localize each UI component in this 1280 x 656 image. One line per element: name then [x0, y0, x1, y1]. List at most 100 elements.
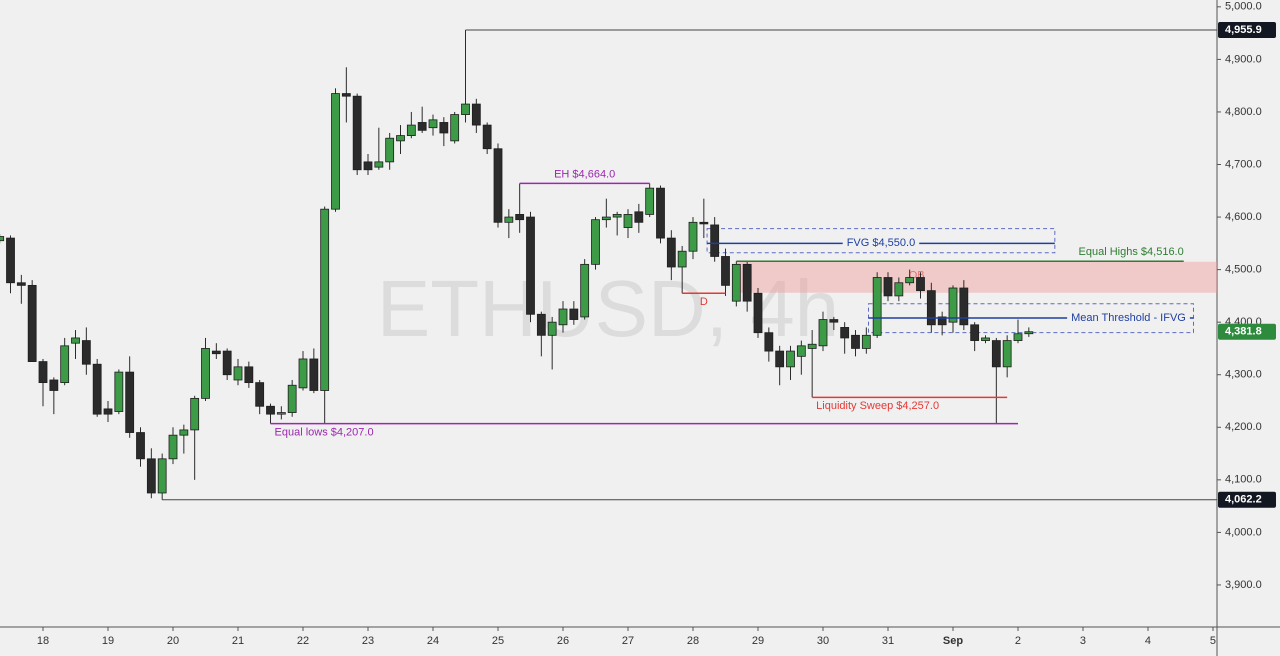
level-label: FVG $4,550.0	[847, 237, 916, 249]
candle-body	[688, 221, 698, 252]
candle-body	[764, 332, 774, 352]
candle-body	[81, 340, 91, 365]
price-badge-label: 4,955.9	[1225, 24, 1262, 36]
candle-body	[190, 397, 200, 431]
x-tick-label: 18	[37, 635, 49, 647]
candle-body	[775, 350, 785, 368]
candle-body	[341, 93, 351, 97]
candle-body	[591, 219, 600, 265]
y-tick-label: 5,000.0	[1225, 1, 1262, 13]
level-label: Mean Threshold - IFVG	[1071, 312, 1186, 324]
candle-body	[840, 327, 850, 339]
candle-body	[504, 216, 514, 223]
y-tick-label: 4,700.0	[1225, 158, 1262, 170]
candle-body	[266, 405, 275, 415]
candle-body	[883, 277, 893, 297]
candle-body	[38, 361, 48, 384]
candle-body	[439, 122, 449, 134]
y-tick-label: 4,900.0	[1225, 53, 1262, 65]
candle-body	[406, 124, 416, 136]
x-tick-label: 19	[102, 635, 114, 647]
level-label: Liquidity Sweep $4,257.0	[816, 400, 939, 412]
candle-body	[471, 103, 481, 126]
candle-body	[298, 358, 308, 389]
x-tick-label: 31	[882, 635, 894, 647]
candle-body	[569, 308, 579, 320]
candle-body	[731, 263, 741, 302]
candle-body	[796, 345, 806, 357]
price-badge	[1218, 22, 1276, 39]
candle-body	[16, 282, 26, 286]
candle-body	[807, 343, 817, 349]
x-tick-label: Sep	[943, 635, 963, 647]
candle-body	[27, 284, 37, 362]
candle-body	[146, 458, 156, 494]
candle-body	[363, 161, 373, 171]
candle-body	[71, 337, 80, 344]
zone	[736, 261, 1217, 293]
candle-body	[829, 319, 839, 323]
x-tick-label: 23	[362, 635, 374, 647]
level-label: D	[700, 296, 708, 308]
candle-body	[959, 287, 969, 326]
candle-body	[1002, 340, 1012, 368]
candle-body	[818, 319, 828, 347]
candle-body	[103, 408, 113, 415]
candle-body	[699, 221, 709, 225]
candle-body	[49, 379, 59, 391]
candle-body	[125, 371, 135, 433]
candle-body	[710, 224, 720, 257]
level-label: Equal Highs $4,516.0	[1079, 246, 1184, 258]
price-badge-label: 4,062.2	[1225, 494, 1262, 506]
candle-body	[450, 114, 460, 142]
candle-body	[786, 350, 795, 368]
candle-body	[482, 124, 492, 150]
level-label: EH $4,664.0	[554, 168, 615, 180]
x-tick-label: 25	[492, 635, 504, 647]
candle-body	[526, 216, 535, 315]
y-tick-label: 4,600.0	[1225, 211, 1262, 223]
candle-body	[157, 458, 167, 494]
candle-body	[374, 161, 384, 168]
candle-body	[666, 237, 676, 268]
candle-body	[244, 366, 254, 384]
candle-body	[916, 277, 925, 292]
candle-body	[287, 384, 297, 413]
candle-body	[211, 350, 221, 355]
candle-body	[677, 250, 687, 268]
y-tick-label: 3,900.0	[1225, 579, 1262, 591]
candle-body	[255, 382, 265, 407]
candle-body	[861, 334, 871, 349]
price-badge	[1218, 491, 1276, 508]
candle-body	[851, 334, 860, 349]
candle-body	[872, 277, 882, 336]
candle-body	[991, 340, 1001, 368]
candle-body	[331, 93, 340, 210]
candle-body	[136, 432, 145, 460]
candle-body	[536, 313, 546, 336]
candle-body	[926, 290, 936, 326]
candle-body	[396, 135, 405, 142]
candle-body	[0, 236, 5, 242]
candle-body	[558, 308, 568, 326]
x-tick-label: 24	[427, 635, 439, 647]
candle-body	[601, 216, 611, 221]
candle-body	[6, 237, 15, 284]
level-label: Equal lows $4,207.0	[275, 427, 374, 439]
candle-body	[753, 292, 763, 334]
price-badge-label: 4,381.8	[1225, 326, 1262, 338]
candle-body	[1024, 331, 1034, 335]
candle-body	[60, 345, 70, 384]
candle-body	[515, 214, 525, 221]
x-tick-label: 29	[752, 635, 764, 647]
candle-body	[634, 211, 644, 223]
candle-body	[461, 103, 470, 115]
label-background	[842, 237, 920, 250]
candle-body	[1013, 333, 1023, 341]
candle-body	[656, 187, 665, 239]
candle-body	[168, 434, 178, 460]
candle-body	[742, 263, 752, 302]
